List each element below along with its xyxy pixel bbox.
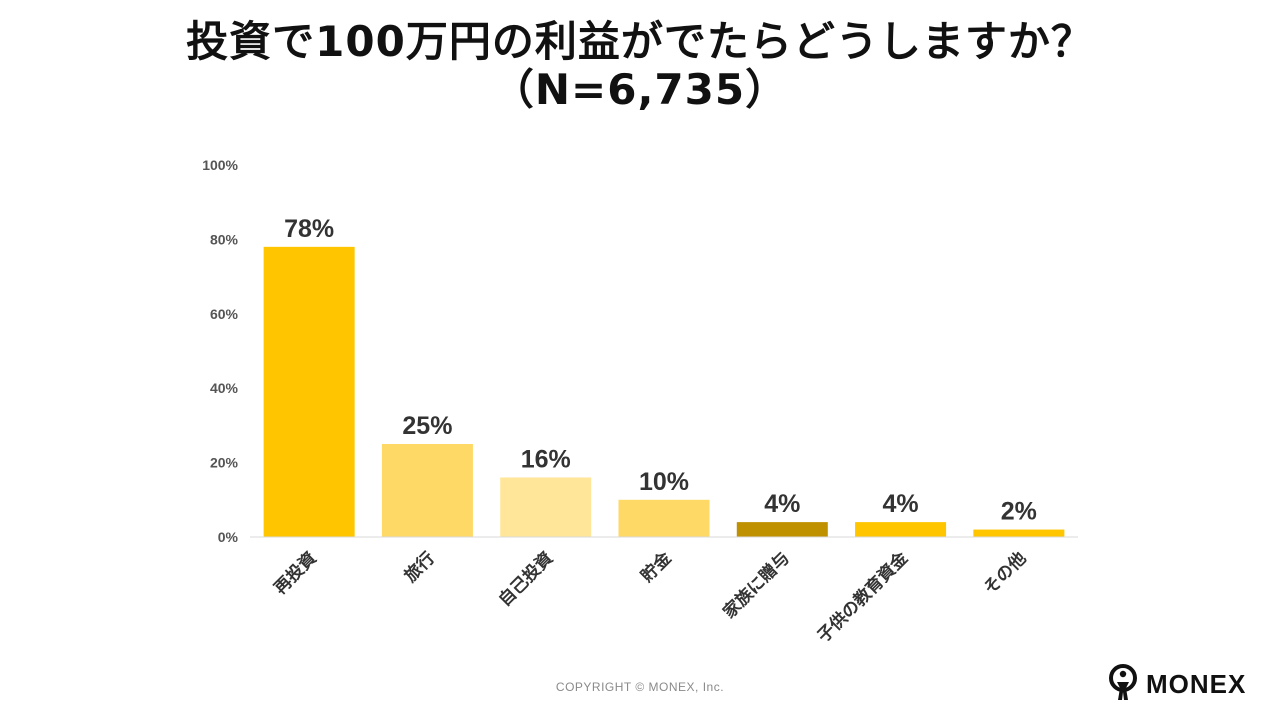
x-category-label: 家族に贈与 <box>719 548 794 623</box>
bar-value-label: 10% <box>639 468 689 496</box>
copyright-notice: COPYRIGHT © MONEX, Inc. <box>555 680 725 694</box>
bar-value-label: 25% <box>402 412 452 440</box>
bar[interactable] <box>618 499 710 537</box>
y-tick-label: 60% <box>210 306 239 322</box>
chart-title-line-1: 投資で100万円の利益がでたらどうしますか？ <box>186 17 1094 66</box>
y-tick-label: 0% <box>218 529 239 545</box>
logo-text: MONEX <box>1146 668 1247 699</box>
chart-title-line-2: （N=6,735） <box>491 65 789 114</box>
bar[interactable] <box>736 522 828 537</box>
x-category-label: 子供の教育資金 <box>813 547 913 647</box>
bar[interactable] <box>973 529 1065 537</box>
x-category-label: 貯金 <box>637 547 677 587</box>
x-category-label: 旅行 <box>400 548 439 587</box>
bar-value-label: 2% <box>1001 498 1037 526</box>
bar[interactable] <box>263 246 355 537</box>
bar-value-label: 4% <box>883 490 919 518</box>
bar-value-label: 16% <box>521 445 571 473</box>
x-category-label: 自己投資 <box>494 548 557 611</box>
y-tick-label: 40% <box>210 380 239 396</box>
monex-logo[interactable]: MONEX <box>1106 664 1246 704</box>
bar[interactable] <box>381 444 473 537</box>
bar-value-label: 78% <box>284 215 334 243</box>
bar-value-label: 4% <box>764 490 800 518</box>
monex-figure-icon <box>1109 664 1137 700</box>
bar[interactable] <box>855 522 947 537</box>
x-category-label: 再投資 <box>270 548 321 599</box>
y-tick-label: 100% <box>202 157 238 173</box>
y-tick-label: 80% <box>210 231 239 247</box>
bar[interactable] <box>500 477 592 537</box>
x-category-label: その他 <box>979 548 1030 599</box>
chart-title: 投資で100万円の利益がでたらどうしますか？ （N=6,735） <box>0 18 1280 114</box>
y-tick-label: 20% <box>210 455 239 471</box>
